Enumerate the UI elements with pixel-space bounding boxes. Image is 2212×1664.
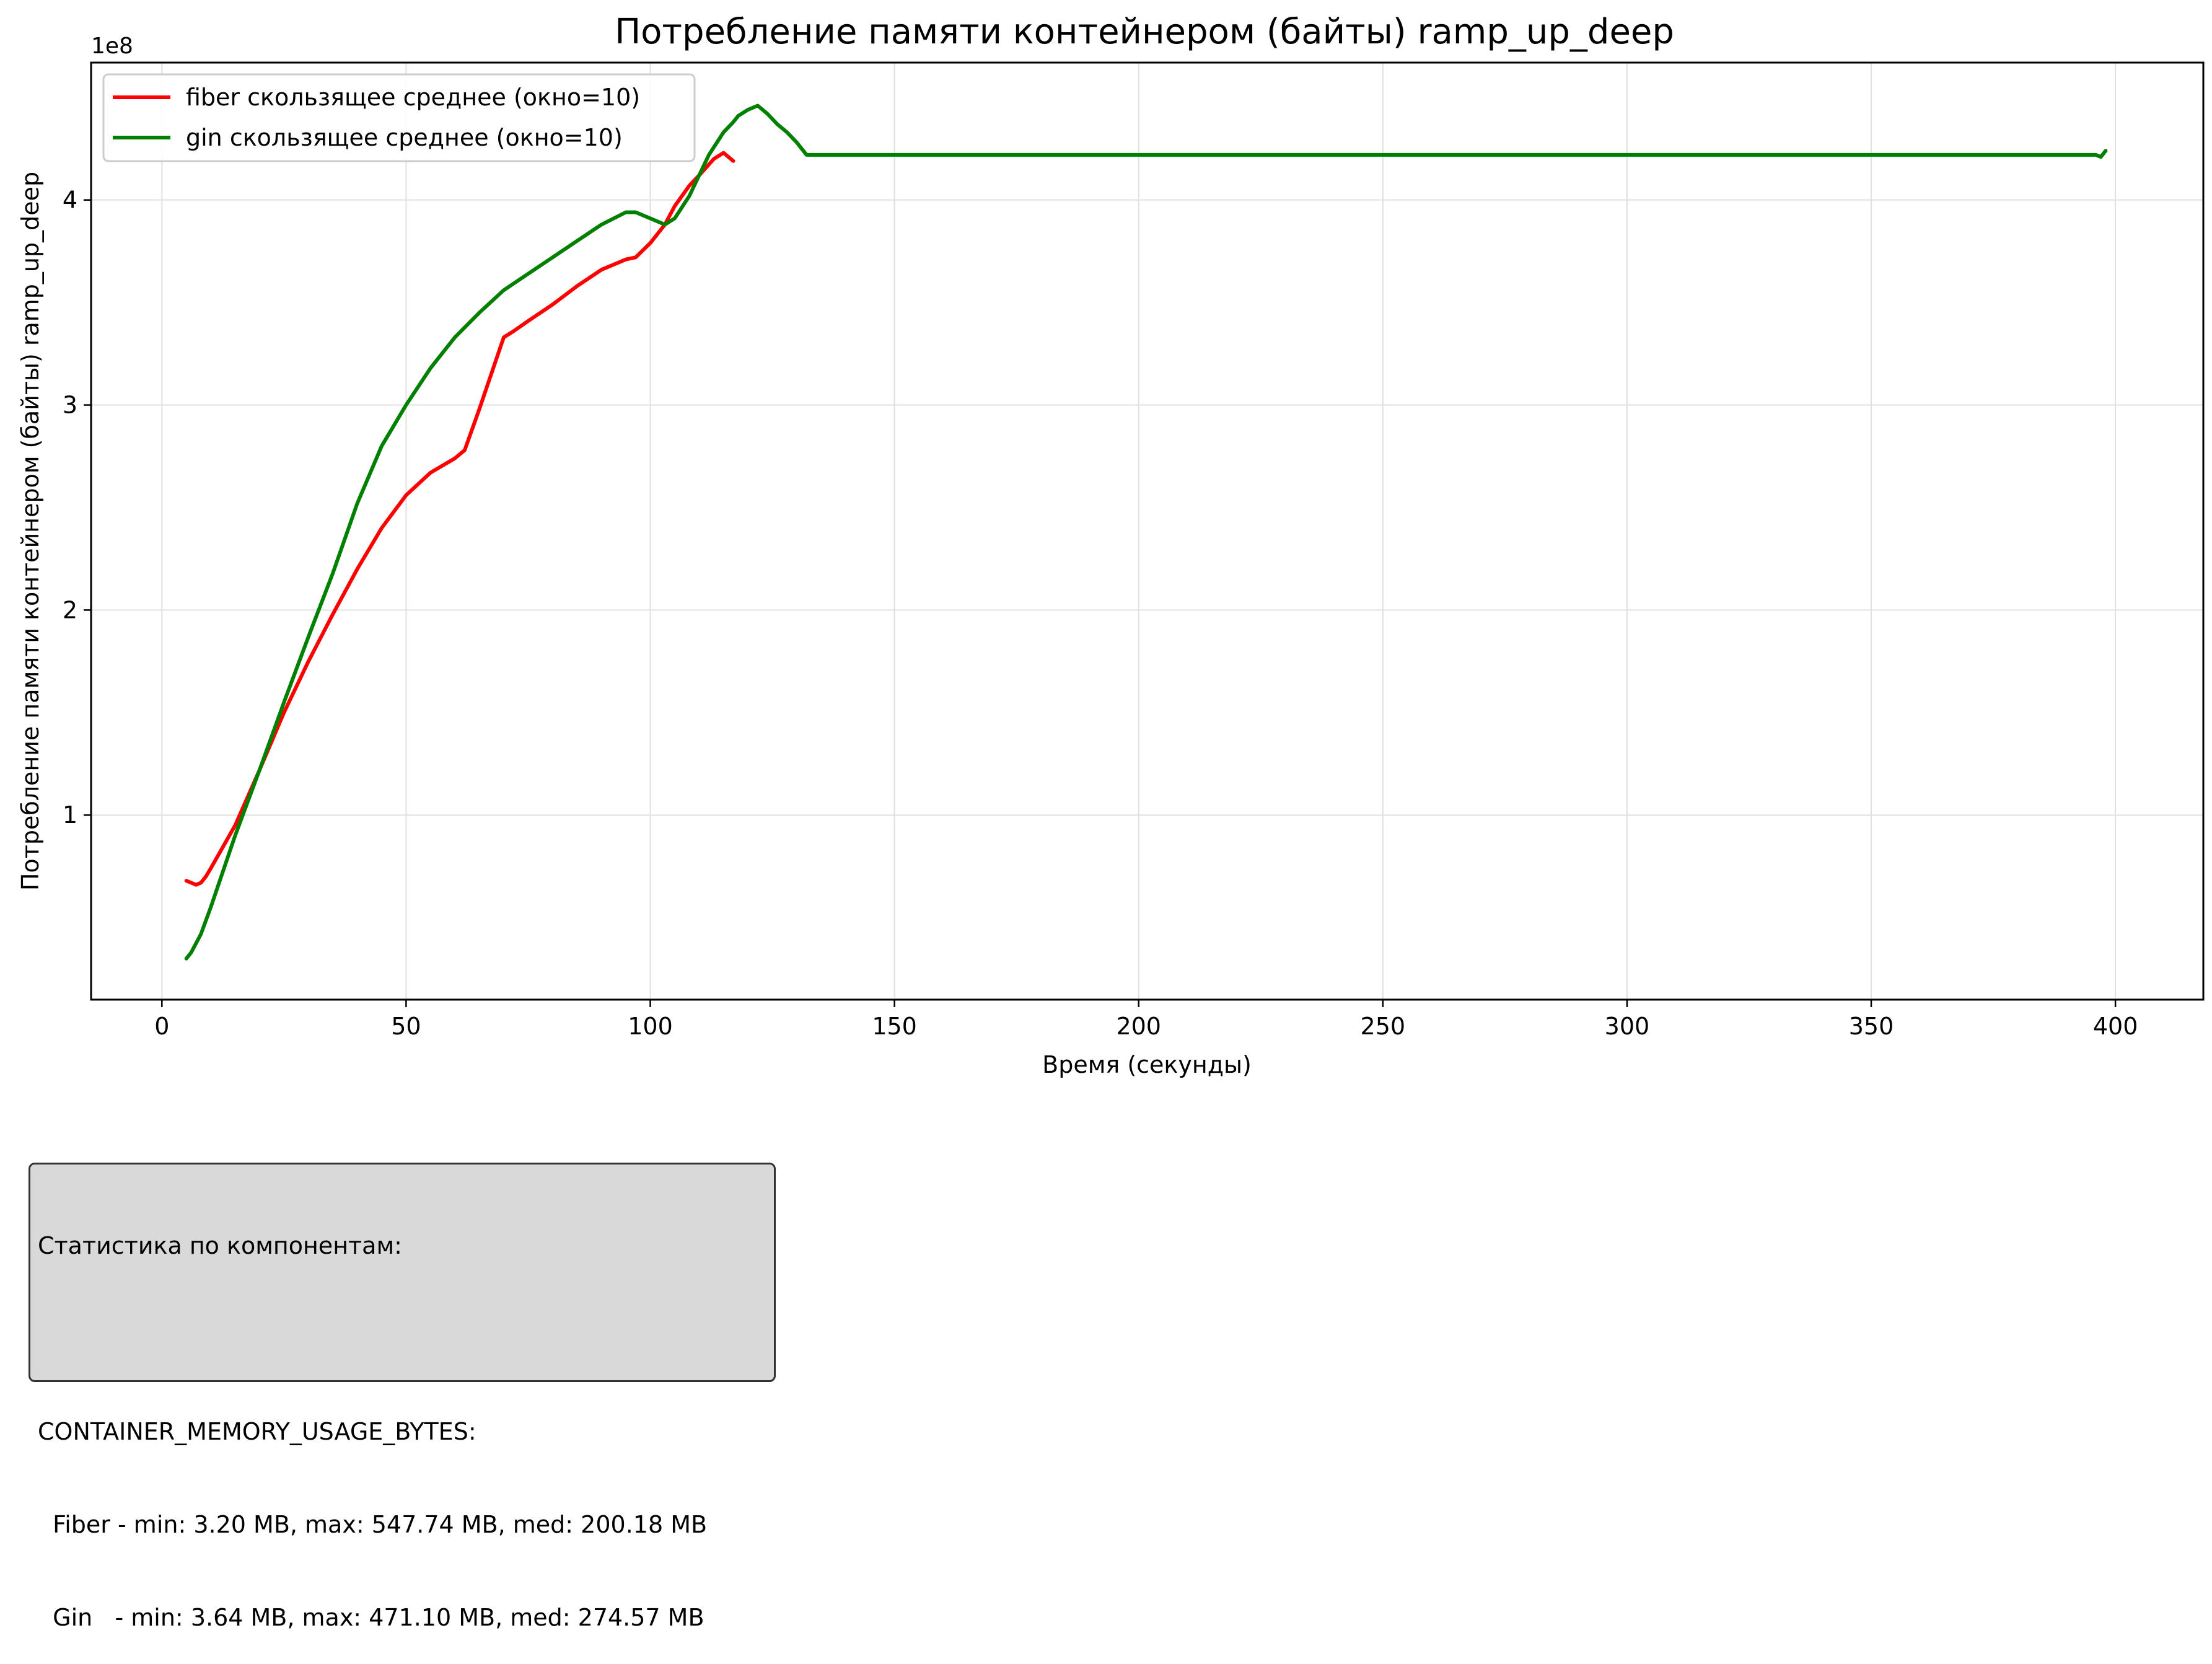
y-offset-label: 1e8	[91, 33, 133, 59]
x-tick-label: 100	[628, 1013, 673, 1040]
legend-label-gin: gin скользящее среднее (окно=10)	[186, 124, 623, 151]
legend-box	[102, 73, 696, 162]
y-axis-ticks: 1 2 3 4	[63, 187, 91, 829]
x-axis-ticks: 0 50 100 150 200 250 300 350 400	[154, 1000, 2138, 1040]
x-axis-label: Время (секунды)	[1042, 1051, 1252, 1078]
x-tick-label: 350	[1849, 1013, 1894, 1040]
stats-gin-line: Gin - min: 3.64 MB, max: 471.10 MB, med:…	[38, 1604, 704, 1631]
legend: fiber скользящее среднее (окно=10) gin с…	[102, 73, 696, 162]
stats-heading: Статистика по компонентам:	[38, 1232, 402, 1259]
x-tick-label: 0	[154, 1013, 169, 1040]
x-tick-label: 400	[2093, 1013, 2138, 1040]
x-tick-label: 200	[1116, 1013, 1161, 1040]
x-tick-label: 250	[1361, 1013, 1406, 1040]
x-tick-label: 50	[391, 1013, 421, 1040]
series-line-gin	[184, 103, 2108, 961]
y-axis-label: Потребление памяти контейнером (байты) r…	[17, 172, 44, 891]
plot-frame	[90, 61, 2205, 1001]
stats-blank-line	[38, 1323, 766, 1354]
series-lines	[184, 103, 2108, 961]
grid	[91, 63, 2203, 1000]
legend-label-fiber: fiber скользящее среднее (окно=10)	[186, 84, 640, 111]
stats-fiber-line: Fiber - min: 3.20 MB, max: 547.74 MB, me…	[38, 1511, 708, 1538]
stats-box: Статистика по компонентам: CONTAINER_MEM…	[29, 1163, 776, 1631]
chart-title: Потребление памяти контейнером (байты) r…	[615, 12, 1674, 52]
y-tick-label: 1	[63, 801, 77, 829]
series-line-fiber	[184, 151, 735, 887]
chart: Потребление памяти контейнером (байты) r…	[17, 12, 2205, 1078]
x-tick-label: 150	[872, 1013, 917, 1040]
stats-metric-name: CONTAINER_MEMORY_USAGE_BYTES:	[38, 1418, 476, 1445]
y-tick-label: 4	[63, 187, 77, 214]
x-tick-label: 300	[1605, 1013, 1650, 1040]
y-tick-label: 2	[63, 596, 77, 623]
y-tick-label: 3	[63, 392, 77, 419]
